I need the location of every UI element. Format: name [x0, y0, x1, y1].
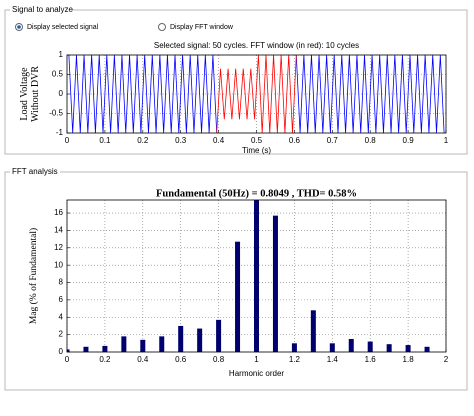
y-tick-label: -0.5: [49, 109, 63, 118]
y-tick-label: 14: [54, 226, 63, 235]
bar: [83, 346, 89, 352]
marks: [68, 55, 445, 133]
bar: [310, 310, 316, 352]
x-axis-label: Time (s): [242, 146, 271, 155]
x-tick-label: 0.8: [365, 136, 377, 145]
bar: [272, 215, 278, 352]
x-tick-label: 0.2: [137, 136, 149, 145]
signal-line: [216, 55, 297, 133]
y-tick-label: 8: [59, 278, 64, 287]
x-tick-label: 0.8: [213, 355, 225, 364]
radio[interactable]: [158, 23, 166, 31]
bar: [235, 241, 241, 352]
y-axis-label: Mag (% of Fundamental): [28, 228, 39, 324]
y-tick-label: 12: [54, 243, 63, 252]
x-tick-label: 0.6: [289, 136, 301, 145]
x-tick-label: 0.3: [175, 136, 187, 145]
x-tick-label: 0.1: [99, 136, 111, 145]
panel-title: Signal to analyze: [12, 5, 73, 14]
chart-title: Fundamental (50Hz) = 0.8049 , THD= 0.58%: [156, 188, 357, 199]
fft-panel: [4, 171, 468, 391]
panel-title-bg: [10, 4, 72, 15]
bar: [291, 343, 297, 352]
y-tick-label: 4: [59, 312, 64, 321]
bar: [178, 325, 184, 352]
axes-box: [66, 54, 447, 134]
y-tick-label: 16: [54, 208, 63, 217]
panel-title-bg: [10, 166, 60, 177]
radio-dot: [17, 25, 21, 29]
y-tick-label: 6: [59, 295, 64, 304]
x-tick-label: 0.2: [99, 355, 111, 364]
x-tick-label: 1: [254, 355, 259, 364]
bar: [405, 345, 411, 352]
bar: [67, 349, 70, 352]
x-tick-label: 1.8: [403, 355, 415, 364]
bar: [367, 341, 373, 352]
x-tick-label: 1: [444, 136, 449, 145]
x-tick-label: 0: [65, 355, 70, 364]
y-tick-label: 0: [59, 347, 64, 356]
x-tick-label: 0.4: [137, 355, 149, 364]
x-tick-label: 0: [65, 136, 70, 145]
bar: [197, 328, 203, 352]
bar: [254, 200, 259, 352]
y-tick-label: -1: [56, 128, 64, 137]
y-axis-label: Load Voltage: [19, 67, 30, 121]
radio-label[interactable]: Display selected signal: [27, 24, 99, 31]
y-tick-label: 10: [54, 260, 63, 269]
bar: [348, 338, 354, 352]
panel-title: FFT analysis: [12, 167, 58, 176]
bar: [121, 336, 127, 352]
axes-box: [66, 199, 447, 353]
y-tick-label: 2: [59, 330, 64, 339]
bar: [329, 343, 335, 352]
radio-label[interactable]: Display FFT window: [170, 24, 234, 31]
y-axis-label: Without DVR: [30, 66, 41, 122]
x-axis-label: Harmonic order: [229, 369, 284, 378]
x-tick-label: 1.6: [365, 355, 377, 364]
x-tick-label: 0.7: [327, 136, 339, 145]
bar: [140, 339, 146, 352]
bar: [386, 344, 392, 352]
x-tick-label: 1.4: [327, 355, 339, 364]
x-tick-label: 0.9: [403, 136, 415, 145]
y-tick-label: 0: [59, 89, 64, 98]
x-tick-label: 0.6: [175, 355, 187, 364]
y-tick-label: 0.5: [52, 70, 64, 79]
bar: [216, 319, 222, 352]
marks: [67, 200, 430, 352]
bar: [159, 336, 165, 352]
x-tick-label: 0.4: [213, 136, 225, 145]
chart-title: Selected signal: 50 cycles. FFT window (…: [154, 41, 359, 50]
bar: [424, 346, 430, 352]
x-tick-label: 0.5: [251, 136, 263, 145]
signal-line: [68, 55, 445, 133]
x-tick-label: 1.2: [289, 355, 301, 364]
signal-panel: [4, 9, 468, 155]
y-tick-label: 1: [59, 50, 64, 59]
bar: [102, 345, 108, 352]
x-tick-label: 2: [444, 355, 449, 364]
